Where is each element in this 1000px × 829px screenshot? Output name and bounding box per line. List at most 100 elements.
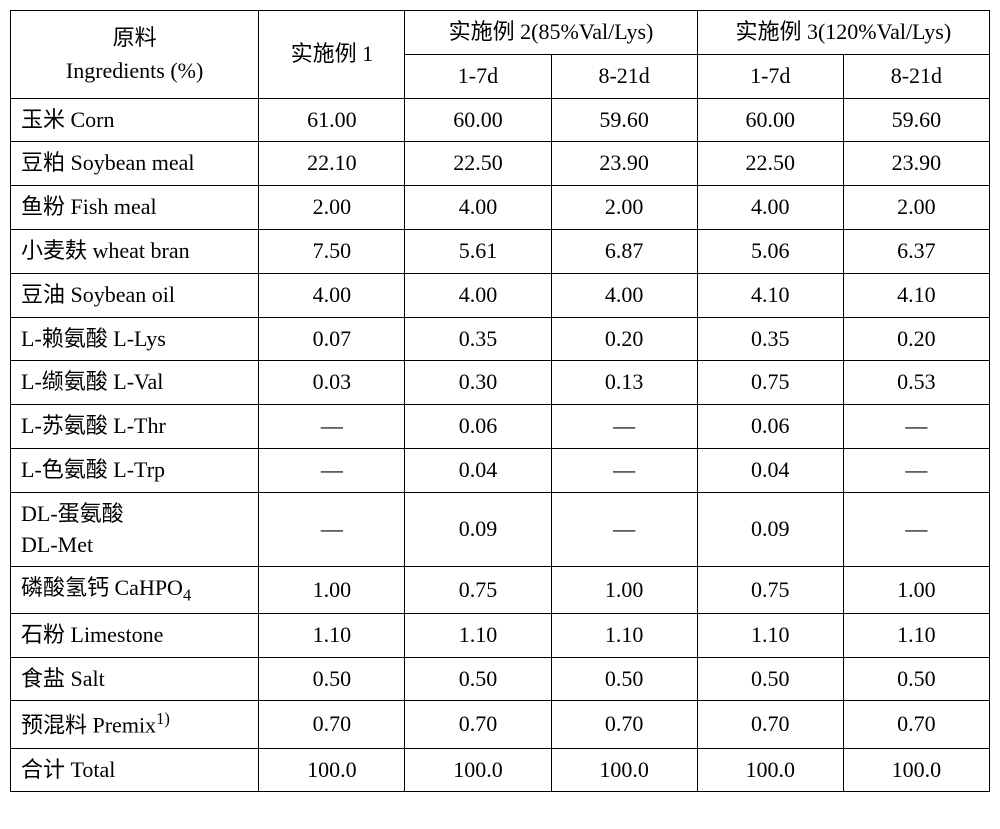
table-cell: 0.07 [259,317,405,361]
table-cell: 0.20 [843,317,989,361]
table-cell: 0.50 [259,657,405,701]
row-label: L-缬氨酸 L-Val [11,361,259,405]
table-cell: 6.37 [843,229,989,273]
table-cell: 0.70 [259,701,405,748]
row-label: 豆粕 Soybean meal [11,142,259,186]
table-cell: 1.10 [259,613,405,657]
table-cell: 0.09 [697,492,843,567]
header-ingredients: 原料 Ingredients (%) [11,11,259,99]
table-cell: 4.00 [551,273,697,317]
table-cell: 100.0 [405,748,551,792]
header-sub-8-21d: 8-21d [843,54,989,98]
row-label: 合计 Total [11,748,259,792]
table-cell: 0.04 [697,448,843,492]
row-label: 石粉 Limestone [11,613,259,657]
table-cell: — [551,492,697,567]
header-sub-8-21d: 8-21d [551,54,697,98]
row-label: 玉米 Corn [11,98,259,142]
table-cell: 0.50 [405,657,551,701]
table-row: 合计 Total100.0100.0100.0100.0100.0 [11,748,990,792]
table-cell: 0.70 [697,701,843,748]
table-row: 豆油 Soybean oil4.004.004.004.104.10 [11,273,990,317]
table-cell: 0.53 [843,361,989,405]
table-cell: — [259,492,405,567]
table-cell: 1.10 [697,613,843,657]
table-cell: 0.75 [405,567,551,613]
header-sub-1-7d: 1-7d [697,54,843,98]
table-cell: 4.00 [405,273,551,317]
table-cell: 0.70 [551,701,697,748]
row-label: 磷酸氢钙 CaHPO4 [11,567,259,613]
table-body: 玉米 Corn61.0060.0059.6060.0059.60豆粕 Soybe… [11,98,990,792]
table-cell: 23.90 [551,142,697,186]
table-cell: 0.06 [697,405,843,449]
table-cell: 60.00 [697,98,843,142]
table-cell: — [843,448,989,492]
table-cell: 0.03 [259,361,405,405]
table-row: L-苏氨酸 L-Thr—0.06—0.06— [11,405,990,449]
table-cell: 2.00 [551,186,697,230]
table-cell: 4.00 [259,273,405,317]
table-cell: 0.35 [405,317,551,361]
table-cell: 4.10 [697,273,843,317]
table-cell: 0.20 [551,317,697,361]
table-cell: — [843,405,989,449]
table-cell: — [843,492,989,567]
table-row: 食盐 Salt0.500.500.500.500.50 [11,657,990,701]
table-cell: 22.10 [259,142,405,186]
table-cell: 1.00 [843,567,989,613]
table-row: DL-蛋氨酸DL-Met—0.09—0.09— [11,492,990,567]
table-row: 预混料 Premix1)0.700.700.700.700.70 [11,701,990,748]
row-label: DL-蛋氨酸DL-Met [11,492,259,567]
row-label: L-苏氨酸 L-Thr [11,405,259,449]
header-example3: 实施例 3(120%Val/Lys) [697,11,989,55]
table-cell: — [551,448,697,492]
table-cell: 0.09 [405,492,551,567]
table-cell: 1.00 [259,567,405,613]
table-cell: 0.06 [405,405,551,449]
header-example1: 实施例 1 [259,11,405,99]
table-cell: 4.00 [405,186,551,230]
table-row: 玉米 Corn61.0060.0059.6060.0059.60 [11,98,990,142]
table-row: 磷酸氢钙 CaHPO41.000.751.000.751.00 [11,567,990,613]
row-label: 豆油 Soybean oil [11,273,259,317]
table-cell: 0.35 [697,317,843,361]
table-cell: 1.00 [551,567,697,613]
table-cell: 5.06 [697,229,843,273]
table-row: 鱼粉 Fish meal2.004.002.004.002.00 [11,186,990,230]
table-cell: 0.13 [551,361,697,405]
table-row: 石粉 Limestone1.101.101.101.101.10 [11,613,990,657]
table-cell: 0.50 [843,657,989,701]
table-cell: 0.75 [697,567,843,613]
table-row: 小麦麸 wheat bran7.505.616.875.066.37 [11,229,990,273]
row-label: L-赖氨酸 L-Lys [11,317,259,361]
table-cell: — [259,448,405,492]
table-cell: 5.61 [405,229,551,273]
header-ingredients-cn: 原料 [113,25,157,50]
table-cell: 22.50 [697,142,843,186]
table-cell: 100.0 [697,748,843,792]
table-cell: 4.00 [697,186,843,230]
table-cell: 100.0 [259,748,405,792]
table-cell: 1.10 [551,613,697,657]
table-cell: 59.60 [551,98,697,142]
row-label: 小麦麸 wheat bran [11,229,259,273]
table-cell: 59.60 [843,98,989,142]
table-cell: 4.10 [843,273,989,317]
table-cell: 0.70 [843,701,989,748]
table-cell: 61.00 [259,98,405,142]
table-row: L-赖氨酸 L-Lys0.070.350.200.350.20 [11,317,990,361]
table-cell: 22.50 [405,142,551,186]
table-cell: 100.0 [551,748,697,792]
table-row: L-色氨酸 L-Trp—0.04—0.04— [11,448,990,492]
table-cell: 0.50 [697,657,843,701]
header-ingredients-en: Ingredients (%) [66,58,203,83]
row-label: L-色氨酸 L-Trp [11,448,259,492]
table-cell: 100.0 [843,748,989,792]
row-label: 鱼粉 Fish meal [11,186,259,230]
table-cell: — [259,405,405,449]
ingredients-table: 原料 Ingredients (%) 实施例 1 实施例 2(85%Val/Ly… [10,10,990,792]
table-row: 豆粕 Soybean meal22.1022.5023.9022.5023.90 [11,142,990,186]
table-cell: 23.90 [843,142,989,186]
table-cell: 0.50 [551,657,697,701]
